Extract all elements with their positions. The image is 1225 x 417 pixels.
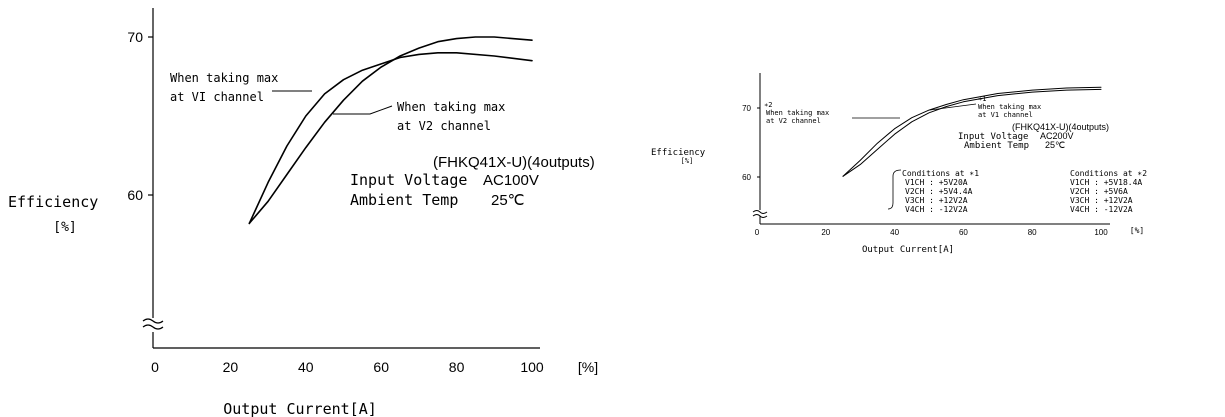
ambient-temp-value: 25℃ xyxy=(1045,140,1065,150)
y-tick-label: 60 xyxy=(127,187,143,203)
conditions-row: V2CH : +5V4.4A xyxy=(905,187,973,196)
x-tick-label: 60 xyxy=(959,228,968,237)
x-tick-label: 0 xyxy=(151,359,159,375)
axes xyxy=(757,73,1110,225)
conditions-table-2: Conditions at ∗2 V1CH : +5V18.4A V2CH : … xyxy=(1070,169,1147,214)
conditions-title: Conditions at ∗1 xyxy=(902,169,979,178)
series-label-v2-line2: at V2 channel xyxy=(766,117,821,125)
input-voltage-label: Input Voltage xyxy=(350,171,467,189)
y-axis-title: Efficiency xyxy=(651,148,706,158)
series-label-leader xyxy=(929,103,977,111)
x-tick-label: 20 xyxy=(821,228,830,237)
conditions-row: V2CH : +5V6A xyxy=(1070,187,1128,196)
x-tick-label: 20 xyxy=(223,359,239,375)
x-tick-label: 60 xyxy=(373,359,389,375)
y-tick-labels: 60 70 xyxy=(127,29,143,203)
y-tick-label: 60 xyxy=(742,173,751,182)
series-label-v1-line1: When taking max xyxy=(170,71,278,85)
axis-break-icon xyxy=(142,318,164,330)
y-tick-label: 70 xyxy=(127,29,143,45)
conditions-bracket xyxy=(887,169,902,210)
conditions-row: V1CH : +5V18.4A xyxy=(1070,178,1142,187)
x-axis-title: Output Current[A] xyxy=(862,245,954,255)
series-label-v1-line1: When taking max xyxy=(978,103,1041,111)
series-label-v2-line1: When taking max xyxy=(766,109,829,117)
input-voltage-label: Input Voltage xyxy=(958,132,1028,142)
x-tick-labels: 0 20 40 60 80 100 xyxy=(151,359,544,375)
x-tick-label: 100 xyxy=(520,359,544,375)
series-marker-1: ∗1 xyxy=(978,95,986,103)
ambient-temp-label: Ambient Temp xyxy=(350,191,458,209)
conditions-row: V1CH : +5V20A xyxy=(905,178,968,187)
x-unit-label: [%] xyxy=(1130,226,1144,235)
x-tick-label: 80 xyxy=(449,359,465,375)
x-axis-title: Output Current[A] xyxy=(223,400,377,417)
series-line-1 xyxy=(248,51,533,225)
conditions-title: Conditions at ∗2 xyxy=(1070,169,1147,178)
series-line-2 xyxy=(248,36,533,225)
conditions-row: V3CH : +12V2A xyxy=(905,196,968,205)
x-unit-label: [%] xyxy=(578,359,598,375)
input-voltage-value: AC100V xyxy=(483,172,539,189)
x-tick-label: 40 xyxy=(890,228,899,237)
y-axis-unit: [%] xyxy=(681,157,694,165)
series-label-leader xyxy=(333,105,393,115)
series-marker-2: ∗2 xyxy=(764,101,772,109)
conditions-row: V3CH : +12V2A xyxy=(1070,196,1133,205)
conditions-table-1: Conditions at ∗1 V1CH : +5V20A V2CH : +5… xyxy=(902,169,979,214)
ambient-temp-value: 25℃ xyxy=(491,192,525,209)
series-label-v2-line2: at V2 channel xyxy=(397,119,491,133)
x-tick-labels: 0 20 40 60 80 100 xyxy=(755,228,1108,237)
series-label-v2-line1: When taking max xyxy=(397,100,505,114)
ambient-temp-label: Ambient Temp xyxy=(964,141,1029,151)
conditions-row: V4CH : -12V2A xyxy=(1070,205,1133,214)
chart-title: (FHKQ41X-U)(4outputs) xyxy=(433,154,595,171)
series-line-1 xyxy=(842,86,1102,177)
axes xyxy=(148,8,540,349)
series-label-v1-line2: at VI channel xyxy=(170,90,264,104)
x-tick-label: 40 xyxy=(298,359,314,375)
y-axis-unit: [%] xyxy=(53,220,76,235)
y-tick-label: 70 xyxy=(742,104,751,113)
axis-break-icon xyxy=(752,210,768,218)
series-line-2 xyxy=(842,88,1102,177)
conditions-row: V4CH : -12V2A xyxy=(905,205,968,214)
series-label-v1-line2: at V1 channel xyxy=(978,111,1033,119)
chart-title: (FHKQ41X-U)(4outputs) xyxy=(1012,122,1109,132)
input-voltage-value: AC200V xyxy=(1040,131,1074,141)
x-tick-label: 0 xyxy=(755,228,760,237)
series-group xyxy=(248,36,533,225)
y-tick-labels: 60 70 xyxy=(742,104,751,182)
x-tick-label: 100 xyxy=(1094,228,1108,237)
x-tick-label: 80 xyxy=(1028,228,1037,237)
y-axis-title: Efficiency xyxy=(8,193,98,211)
series-group xyxy=(842,86,1102,177)
